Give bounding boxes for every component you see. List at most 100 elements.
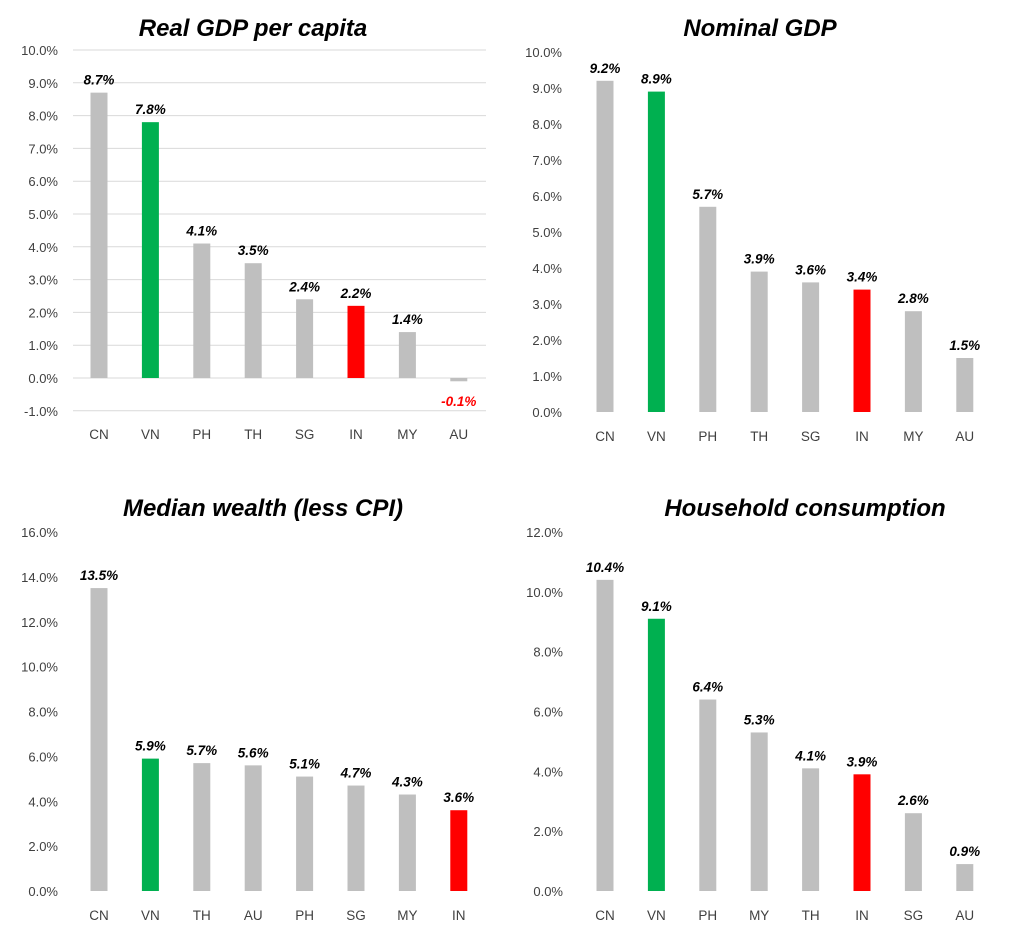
y-tick-label: 0.0% [532, 405, 562, 420]
data-label: 3.6% [795, 262, 826, 277]
y-tick-label: 6.0% [28, 174, 58, 189]
category-label: AU [955, 908, 974, 923]
category-label: CN [595, 908, 615, 923]
chart-4: Household consumption 0.0% 2.0% 4.0% 6.0% 8.0… [526, 495, 980, 923]
y-tick-label: 14.0% [21, 570, 58, 585]
y-tick-label: 8.0% [28, 109, 58, 124]
category-label: TH [802, 908, 820, 923]
category-label: AU [449, 427, 468, 442]
bar-my [904, 311, 922, 412]
y-tick-label: 4.0% [532, 261, 562, 276]
data-label: 8.7% [84, 73, 115, 88]
y-tick-label: 16.0% [21, 525, 58, 540]
data-label: 7.8% [135, 102, 166, 117]
data-label: -0.1% [441, 394, 476, 409]
y-tick-label: 0.0% [28, 371, 58, 386]
data-label: 5.7% [692, 187, 723, 202]
data-label: 3.4% [847, 270, 878, 285]
category-label: VN [647, 908, 666, 923]
y-tick-label: 4.0% [28, 240, 58, 255]
data-label: 0.9% [949, 844, 980, 859]
y-tick-label: 0.0% [28, 884, 58, 899]
category-label: CN [595, 429, 615, 444]
y-tick-label: 3.0% [28, 273, 58, 288]
bar-au [956, 358, 974, 412]
bar-in [853, 289, 871, 412]
bar-vn [647, 91, 665, 412]
y-tick-label: 8.0% [533, 645, 563, 660]
data-label: 3.9% [847, 754, 878, 769]
bar-vn [141, 758, 159, 891]
y-tick-label: 2.0% [532, 333, 562, 348]
bar-au [450, 378, 468, 382]
bar-sg [296, 299, 314, 378]
chart-title: Household consumption [664, 495, 945, 522]
data-label: 9.2% [590, 61, 621, 76]
y-tick-label: 10.0% [21, 660, 58, 675]
y-tick-label: 2.0% [533, 824, 563, 839]
bar-cn [90, 588, 108, 891]
data-label: 4.7% [340, 766, 372, 781]
y-tick-label: 8.0% [28, 705, 58, 720]
bar-sg [347, 785, 365, 891]
bar-in [450, 810, 468, 891]
data-label: 13.5% [80, 568, 118, 583]
bar-ph [699, 699, 717, 891]
bar-cn [90, 92, 108, 378]
data-label: 9.1% [641, 599, 672, 614]
chart-1: Real GDP per capita -1.0% 0.0% 1.0% 2.0% 3.0%… [21, 15, 486, 442]
category-label: AU [244, 908, 263, 923]
y-tick-label: 4.0% [533, 764, 563, 779]
y-tick-label: 4.0% [28, 794, 58, 809]
data-label: 4.1% [794, 748, 826, 763]
category-label: PH [698, 908, 717, 923]
bar-vn [647, 618, 665, 891]
bar-sg [802, 282, 820, 412]
chart-3: Median wealth (less CPI) 0.0% 2.0% 4.0% 6.0%… [21, 495, 474, 923]
category-label: SG [295, 427, 315, 442]
bar-sg [904, 813, 922, 891]
category-label: IN [349, 427, 363, 442]
data-label: 3.5% [238, 243, 269, 258]
y-tick-label: -1.0% [24, 404, 58, 419]
data-label: 3.6% [443, 790, 474, 805]
bar-th [750, 271, 768, 412]
bar-cn [596, 80, 614, 413]
category-label: VN [647, 429, 666, 444]
bar-au [956, 864, 974, 891]
data-label: 5.7% [186, 743, 217, 758]
category-label: AU [955, 429, 974, 444]
y-tick-label: 6.0% [532, 189, 562, 204]
y-tick-label: 1.0% [28, 338, 58, 353]
bar-my [750, 732, 768, 891]
bar-in [853, 774, 871, 891]
category-label: MY [903, 429, 923, 444]
y-tick-label: 5.0% [532, 225, 562, 240]
data-label: 5.9% [135, 739, 166, 754]
y-tick-label: 5.0% [28, 207, 58, 222]
data-label: 2.4% [288, 279, 320, 294]
category-label: IN [855, 429, 869, 444]
category-label: MY [749, 908, 769, 923]
category-label: MY [397, 427, 417, 442]
chart-2: Nominal GDP 0.0% 1.0% 2.0% 3.0% 4.0% 5.0% 6.0% 7… [525, 15, 980, 444]
data-label: 2.8% [897, 291, 929, 306]
data-label: 10.4% [586, 560, 624, 575]
y-tick-label: 9.0% [28, 76, 58, 91]
category-label: IN [855, 908, 869, 923]
y-tick-label: 8.0% [532, 117, 562, 132]
data-label: 4.1% [185, 224, 217, 239]
y-tick-label: 0.0% [533, 884, 563, 899]
bar-ph [296, 776, 314, 891]
bar-au [244, 765, 262, 891]
bar-cn [596, 579, 614, 891]
category-label: VN [141, 427, 160, 442]
category-label: MY [397, 908, 417, 923]
data-label: 1.4% [392, 312, 423, 327]
chart-title: Median wealth (less CPI) [123, 495, 403, 522]
y-tick-label: 6.0% [533, 705, 563, 720]
data-label: 4.3% [391, 775, 423, 790]
bar-ph [699, 206, 717, 412]
category-label: TH [750, 429, 768, 444]
data-label: 8.9% [641, 72, 672, 87]
